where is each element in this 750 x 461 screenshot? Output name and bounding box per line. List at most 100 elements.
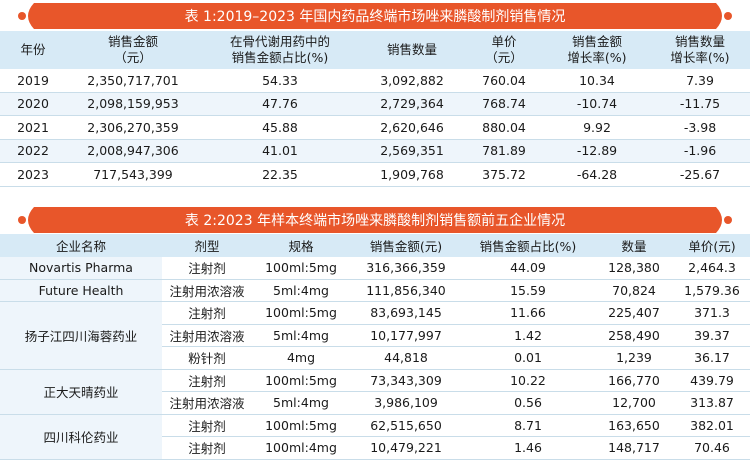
company-name-cell: 四川科伦药业: [0, 414, 162, 460]
table2-cell: 0.01: [462, 346, 594, 370]
table2-cell: 44,818: [350, 346, 462, 370]
table2-cell: 注射剂: [162, 436, 252, 460]
table-row: Future Health 注射用浓溶液 5ml:4mg 111,856,340 15.…: [0, 279, 750, 302]
table2-top-five-companies: 企业名称 剂型 规格 销售金额(元) 销售金额占比(%) 数量 单价(元) Novartis…: [0, 234, 750, 460]
table1-column-header-line: 在骨代谢用药中的: [229, 34, 330, 49]
table2-cell: 39.37: [674, 324, 750, 347]
table1-column-header: 销售金额 增长率(%): [544, 31, 650, 69]
table2-cell: 注射剂: [162, 369, 252, 392]
table1-cell: -3.98: [650, 115, 750, 140]
table2-cell: 12,700: [594, 391, 674, 415]
table2-cell: 粉针剂: [162, 346, 252, 370]
table2-cell: 83,693,145: [350, 301, 462, 325]
table2-cell: 313.87: [674, 391, 750, 415]
table2-cell: 注射用浓溶液: [162, 279, 252, 302]
table1-cell: 781.89: [464, 139, 544, 163]
company-name-cell: 扬子江四川海蓉药业: [0, 301, 162, 370]
table1-cell: 7.39: [650, 69, 750, 93]
table1-cell: -12.89: [544, 139, 650, 163]
table1-cell: 2,350,717,701: [66, 69, 200, 93]
table2-cell: 10,177,997: [350, 324, 462, 347]
table2-column-header: 销售金额占比(%): [462, 234, 594, 257]
table1-title: 表 1:2019–2023 年国内药品终端市场唑来膦酸制剂销售情况: [184, 9, 566, 25]
table1-column-header-line: 销售数量: [386, 42, 437, 57]
table2-cell: 5ml:4mg: [252, 324, 350, 347]
table-row: 2021 2,306,270,359 45.88 2,620,646 880.04 9.9…: [0, 115, 750, 140]
table1-column-header-line: 单价: [491, 34, 517, 49]
table-row: 2020 2,098,159,953 47.76 2,729,364 768.74 -10…: [0, 92, 750, 116]
table1-cell: 22.35: [200, 162, 360, 187]
table-row: 2023 717,543,399 22.35 1,909,768 375.72 -64.2…: [0, 162, 750, 187]
table1-cell: 2,569,351: [360, 139, 464, 163]
table1-cell: -1.96: [650, 139, 750, 163]
table-row: 扬子江四川海蓉药业 注射剂 100ml:5mg 83,693,145 11.66 225,…: [0, 301, 750, 370]
table1-column-header: 销售数量: [360, 31, 464, 69]
table1-title-bar: 表 1:2019–2023 年国内药品终端市场唑来膦酸制剂销售情况: [0, 3, 750, 29]
table1-column-header-line: 销售金额占比(%): [231, 50, 329, 65]
table1-cell: 880.04: [464, 115, 544, 140]
table2-cell: 3,986,109: [350, 391, 462, 415]
table2-cell: 382.01: [674, 414, 750, 437]
table2-cell: 439.79: [674, 369, 750, 392]
table2-cell: 100ml:5mg: [252, 257, 350, 280]
table1-cell: 2023: [0, 162, 66, 187]
table2-cell: 128,380: [594, 257, 674, 280]
table1-cell: 2022: [0, 139, 66, 163]
table1-cell: 3,092,882: [360, 69, 464, 93]
table2-cell: 62,515,650: [350, 414, 462, 437]
table1-body: 2019 2,350,717,701 54.33 3,092,882 760.04 10.…: [0, 69, 750, 187]
table1-column-header-line: 年份: [20, 42, 46, 57]
table1-cell: 41.01: [200, 139, 360, 163]
table2-cell: 166,770: [594, 369, 674, 392]
table2-cell: 36.17: [674, 346, 750, 370]
table2-cell: 1.46: [462, 436, 594, 460]
table2-cell: 5ml:4mg: [252, 391, 350, 415]
table2-cell: 70.46: [674, 436, 750, 460]
table1-cell: 760.04: [464, 69, 544, 93]
table1-cell: 375.72: [464, 162, 544, 187]
table2-cell: 258,490: [594, 324, 674, 347]
company-name-cell: Novartis Pharma: [0, 257, 162, 280]
table2-cell: 5ml:4mg: [252, 279, 350, 302]
title-banner-shape: [18, 207, 732, 233]
table2-cell: 注射剂: [162, 301, 252, 325]
table-row: 注射剂 100ml:4mg 10,479,221 1.46 148,717 70.46: [0, 436, 750, 460]
table1-column-header: 销售数量 增长率(%): [650, 31, 750, 69]
table1-cell: 2,729,364: [360, 92, 464, 116]
table2-cell: 注射用浓溶液: [162, 324, 252, 347]
table2-title: 表 2:2023 年样本终端市场唑来膦酸制剂销售额前五企业情况: [184, 213, 566, 229]
table2-cell: 316,366,359: [350, 257, 462, 280]
table2-cell: 1.42: [462, 324, 594, 347]
table2-column-header: 单价(元): [674, 234, 750, 257]
table-row: 2022 2,008,947,306 41.01 2,569,351 781.89 -12…: [0, 139, 750, 163]
table2-cell: 10.22: [462, 369, 594, 392]
table1-column-header: 销售金额 （元）: [66, 31, 200, 69]
table1-column-header: 单价 （元）: [464, 31, 544, 69]
table1-cell: 2,620,646: [360, 115, 464, 140]
table2-column-header: 企业名称: [0, 234, 162, 257]
table2-cell: 注射用浓溶液: [162, 391, 252, 415]
table1-column-header: 年份: [0, 31, 66, 69]
table2-column-header: 销售金额(元): [350, 234, 462, 257]
table2-cell: 111,856,340: [350, 279, 462, 302]
table1-cell: 2021: [0, 115, 66, 140]
table1-cell: 2,008,947,306: [66, 139, 200, 163]
table-row: 正大天晴药业 注射剂 100ml:5mg 73,343,309 10.22 166,770…: [0, 369, 750, 415]
table1-column-header-line: （元）: [485, 50, 523, 65]
table1-cell: 9.92: [544, 115, 650, 140]
company-name-cell: Future Health: [0, 279, 162, 302]
table1-cell: -10.74: [544, 92, 650, 116]
table2-cell: 100ml:4mg: [252, 436, 350, 460]
table2-cell: 371.3: [674, 301, 750, 325]
table1-cell: -11.75: [650, 92, 750, 116]
table2-cell: 10,479,221: [350, 436, 462, 460]
table2-cell: 73,343,309: [350, 369, 462, 392]
table1-column-header-line: 销售金额: [107, 34, 158, 49]
table2-column-header: 规格: [252, 234, 350, 257]
table2-body: Novartis Pharma 注射剂 100ml:5mg 316,366,359 44…: [0, 257, 750, 460]
table1-cell: 2020: [0, 92, 66, 116]
table1-cell: 54.33: [200, 69, 360, 93]
table-row: 注射用浓溶液 5ml:4mg 3,986,109 0.56 12,700 313.87: [0, 391, 750, 415]
table2-column-header: 剂型: [162, 234, 252, 257]
table2-cell: 11.66: [462, 301, 594, 325]
